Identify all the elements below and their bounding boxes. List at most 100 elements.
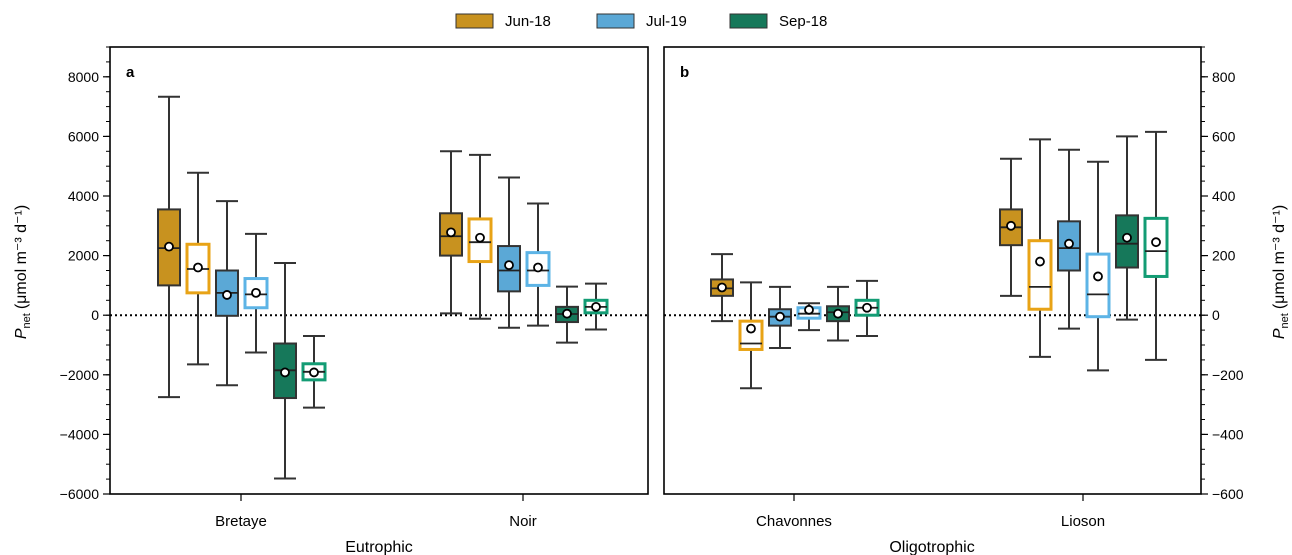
mean-marker bbox=[562, 308, 572, 319]
mean-marker bbox=[775, 311, 785, 322]
mean-marker bbox=[446, 227, 456, 238]
y-tick-label: 8000 bbox=[68, 69, 99, 85]
mean-marker bbox=[746, 323, 756, 334]
box-chavonnes-sep-outline bbox=[854, 279, 880, 338]
legend-label-jun: Jun-18 bbox=[505, 13, 551, 30]
legend-swatch-jun bbox=[455, 13, 494, 29]
panel-a-group-label: Eutrophic bbox=[345, 539, 413, 555]
mean-marker bbox=[804, 304, 814, 315]
panel-b-group-label: Oligotrophic bbox=[889, 539, 974, 555]
mean-marker bbox=[164, 241, 174, 252]
panel-a-plot: −6000 −4000 −2000 0 2000 4000 6000 8000 Bretaye N… bbox=[60, 46, 649, 530]
box-noir-jul-outline bbox=[525, 202, 551, 327]
y-tick-label: −400 bbox=[1212, 426, 1244, 442]
box-lioson-jul-filled bbox=[1057, 148, 1081, 330]
x-tick-label-chavonnes: Chavonnes bbox=[756, 513, 832, 530]
y-tick-label: −600 bbox=[1212, 486, 1244, 502]
mean-marker bbox=[1151, 237, 1161, 248]
box-chavonnes-jun-filled bbox=[710, 253, 734, 323]
box-noir-sep-outline bbox=[583, 282, 609, 331]
mean-marker bbox=[1035, 256, 1045, 267]
legend-swatch-sep bbox=[729, 13, 768, 29]
mean-marker bbox=[309, 367, 319, 378]
y-label-unit-left: (μmol m⁻³ d⁻¹) bbox=[13, 205, 30, 309]
box-chavonnes-jul-filled bbox=[768, 285, 792, 349]
box-bretaye-sep-filled bbox=[273, 262, 297, 480]
box-iqr bbox=[1085, 252, 1111, 319]
legend-label-jul: Jul-19 bbox=[646, 13, 687, 30]
box-bretaye-jun-outline bbox=[185, 171, 211, 366]
box-noir-jul-filled bbox=[497, 176, 521, 329]
box-noir-jun-outline bbox=[467, 153, 493, 320]
y-tick-label: −4000 bbox=[60, 426, 100, 442]
panel-b-plot: −600 −400 −200 0 200 400 600 800 Chavonnes Lioson bbox=[663, 46, 1244, 530]
box-lioson-jun-filled bbox=[999, 157, 1023, 297]
y-tick-label: 600 bbox=[1212, 128, 1236, 144]
y-tick-label: 0 bbox=[1212, 307, 1220, 323]
legend-item-sep: Sep-18 bbox=[729, 13, 827, 30]
legend-label-sep: Sep-18 bbox=[779, 13, 827, 30]
box-bretaye-sep-outline bbox=[301, 335, 327, 409]
y-axis-label-right: Pnet (μmol m⁻³ d⁻¹) bbox=[1271, 205, 1291, 339]
y-label-sub-right: net bbox=[1279, 313, 1291, 328]
mean-marker bbox=[475, 232, 485, 243]
legend-swatch-jul bbox=[596, 13, 635, 29]
plot-frame bbox=[109, 46, 649, 495]
box-lioson-jul-outline bbox=[1085, 160, 1111, 372]
y-tick-label: 0 bbox=[91, 307, 99, 323]
mean-marker bbox=[251, 287, 261, 298]
legend-item-jun: Jun-18 bbox=[455, 13, 551, 30]
plot-frame bbox=[663, 46, 1202, 495]
y-tick-label: −200 bbox=[1212, 367, 1244, 383]
mean-marker bbox=[222, 290, 232, 300]
y-tick-label: 800 bbox=[1212, 69, 1236, 85]
box-chavonnes-sep-filled bbox=[826, 285, 850, 342]
box-bretaye-jun-filled bbox=[157, 95, 181, 399]
mean-marker bbox=[1006, 220, 1016, 231]
legend: Jun-18 Jul-19 Sep-18 bbox=[455, 13, 827, 30]
mean-marker bbox=[1064, 238, 1074, 249]
y-tick-label: 6000 bbox=[68, 128, 99, 144]
box-bretaye-jul-outline bbox=[243, 232, 269, 354]
box-lioson-sep-filled bbox=[1115, 135, 1139, 321]
y-tick-label: −6000 bbox=[60, 486, 100, 502]
x-tick-label-lioson: Lioson bbox=[1061, 513, 1105, 530]
box-chavonnes-jun-outline bbox=[738, 281, 764, 390]
y-tick-label: 400 bbox=[1212, 188, 1236, 204]
box-bretaye-jul-filled bbox=[215, 200, 239, 387]
y-label-unit-right: (μmol m⁻³ d⁻¹) bbox=[1271, 205, 1288, 309]
x-tick-label-noir: Noir bbox=[509, 513, 537, 530]
y-label-sub-left: net bbox=[21, 313, 33, 328]
legend-item-jul: Jul-19 bbox=[596, 13, 687, 30]
y-label-main-left: P bbox=[13, 328, 30, 339]
mean-marker bbox=[591, 301, 601, 312]
mean-marker bbox=[280, 367, 290, 378]
x-tick-label-bretaye: Bretaye bbox=[215, 513, 267, 530]
box-lioson-sep-outline bbox=[1143, 130, 1169, 361]
panel-b-label: b bbox=[680, 64, 689, 81]
y-tick-label: 4000 bbox=[68, 188, 99, 204]
mean-marker bbox=[1093, 271, 1103, 282]
y-tick-label: 200 bbox=[1212, 248, 1236, 264]
y-tick-label: −2000 bbox=[60, 367, 100, 383]
box-iqr bbox=[1027, 239, 1053, 311]
box-chavonnes-jul-outline bbox=[796, 302, 822, 332]
panel-b: −600 −400 −200 0 200 400 600 800 Chavonnes Lioson… bbox=[663, 46, 1244, 555]
panel-a-label: a bbox=[126, 64, 135, 81]
box-noir-jun-filled bbox=[439, 150, 463, 315]
box-noir-sep-filled bbox=[555, 285, 579, 344]
mean-marker bbox=[862, 302, 872, 313]
box-iqr bbox=[738, 319, 764, 351]
y-tick-label: 2000 bbox=[68, 248, 99, 264]
mean-marker bbox=[717, 282, 727, 293]
mean-marker bbox=[833, 308, 843, 319]
mean-marker bbox=[504, 260, 514, 271]
mean-marker bbox=[533, 262, 543, 273]
box-iqr bbox=[1143, 216, 1169, 278]
box-lioson-jun-outline bbox=[1027, 138, 1053, 358]
y-axis-label-left: Pnet (μmol m⁻³ d⁻¹) bbox=[13, 205, 33, 339]
panel-a: −6000 −4000 −2000 0 2000 4000 6000 8000 Bretaye N… bbox=[60, 46, 649, 555]
mean-marker bbox=[193, 262, 203, 273]
y-label-main-right: P bbox=[1271, 328, 1288, 339]
